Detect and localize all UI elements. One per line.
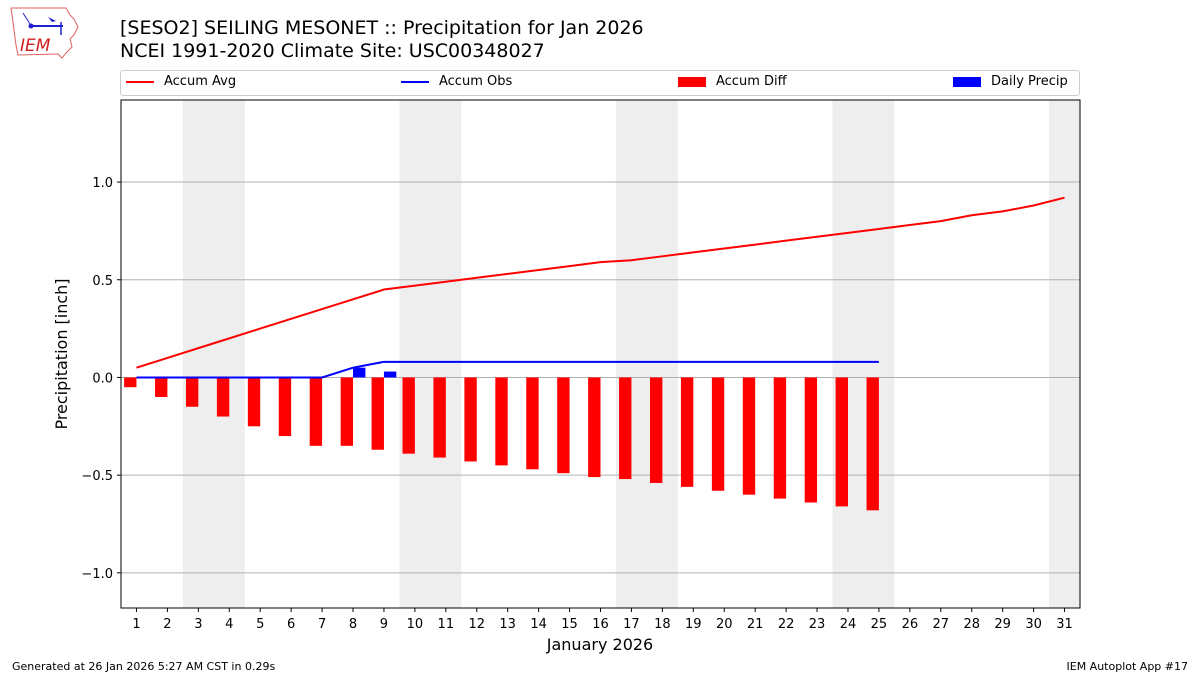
x-tick-label: 5 [256, 617, 264, 632]
x-tick-label: 19 [685, 617, 702, 632]
accum-diff-bar [588, 377, 601, 478]
x-tick-label: 26 [902, 617, 919, 632]
accum-diff-bar [742, 377, 756, 495]
accum-diff-bar [185, 377, 199, 407]
accum-diff-bar [124, 377, 137, 388]
y-tick-label: 0.0 [92, 371, 113, 386]
accum-diff-bar [557, 377, 570, 474]
plot-frame [120, 99, 1081, 609]
legend-label: Accum Avg [164, 74, 237, 89]
x-tick-label: 24 [840, 617, 857, 632]
legend-label: Accum Obs [439, 74, 513, 89]
x-tick-label: 4 [225, 617, 233, 632]
y-tick-label: 1.0 [92, 176, 113, 191]
weekend-shading [430, 100, 462, 608]
accum-diff-bar [309, 377, 323, 446]
daily-precip-bar [353, 367, 366, 378]
x-tick-label: 7 [318, 617, 326, 632]
weekend-shading [182, 100, 214, 608]
y-tick-label: −0.5 [81, 469, 113, 484]
x-tick-label: 17 [623, 617, 640, 632]
accum-obs-line [136, 360, 879, 379]
accum-diff-bar [495, 377, 508, 466]
x-tick-label: 9 [380, 617, 388, 632]
accum-diff-bar [216, 377, 230, 417]
legend-swatch [401, 80, 429, 83]
legend-swatch [126, 80, 154, 83]
weekend-shading [832, 100, 864, 608]
x-tick-label: 21 [747, 617, 764, 632]
x-tick-label: 1 [132, 617, 140, 632]
x-tick-label: 15 [561, 617, 578, 632]
accum-diff-bar [773, 377, 787, 499]
x-tick-label: 14 [530, 617, 547, 632]
accum-diff-bar [649, 377, 663, 483]
x-tick-label: 11 [438, 617, 455, 632]
accum-diff-bar [278, 377, 292, 437]
accum-diff-bar [711, 377, 725, 491]
accum-diff-bar [680, 377, 694, 487]
accum-diff-bar [371, 377, 384, 450]
y-tick-label: −1.0 [81, 567, 113, 582]
accum-diff-bar [247, 377, 261, 427]
accum-diff-bar [835, 377, 848, 507]
accum-diff-bar [866, 377, 879, 511]
accum-diff-bar [155, 377, 168, 397]
legend-item-accum-avg: Accum Avg [126, 74, 236, 89]
chart-subtitle: NCEI 1991-2020 Climate Site: USC00348027 [120, 40, 545, 62]
x-tick-label: 27 [933, 617, 950, 632]
accum-diff-bar [464, 377, 477, 462]
accum-diff-bar [402, 377, 415, 454]
x-tick-label: 8 [349, 617, 357, 632]
generated-note: Generated at 26 Jan 2026 5:27 AM CST in … [12, 660, 276, 673]
x-tick-label: 16 [592, 617, 609, 632]
x-tick-label: 28 [963, 617, 980, 632]
x-tick-label: 18 [654, 617, 671, 632]
weekend-shading [646, 100, 678, 608]
x-tick-label: 12 [468, 617, 485, 632]
x-tick-label: 22 [778, 617, 795, 632]
x-tick-label: 29 [994, 617, 1011, 632]
legend-item-accum-obs: Accum Obs [401, 74, 512, 89]
x-tick-label: 10 [407, 617, 424, 632]
accum-diff-bar [433, 377, 446, 458]
weekend-shading [863, 100, 895, 608]
weekend-shading [399, 100, 431, 608]
app-note: IEM Autoplot App #17 [1066, 660, 1189, 673]
weekend-shading [1049, 100, 1080, 608]
legend-item-daily-precip: Daily Precip [953, 74, 1068, 89]
legend-swatch [678, 76, 706, 87]
weekend-shading [213, 100, 245, 608]
legend-item-accum-diff: Accum Diff [678, 74, 787, 89]
legend-label: Daily Precip [991, 74, 1068, 89]
y-tick-label: 0.5 [92, 274, 113, 289]
daily-precip-bar [383, 371, 397, 378]
legend-swatch [953, 76, 981, 87]
x-tick-label: 2 [163, 617, 171, 632]
x-tick-label: 30 [1025, 617, 1042, 632]
accum-diff-bar [619, 377, 632, 480]
accum-diff-bar [340, 377, 354, 446]
chart-title: [SESO2] SEILING MESONET :: Precipitation… [120, 17, 644, 39]
logo-text: IEM [20, 36, 51, 56]
x-tick-label: 13 [499, 617, 516, 632]
legend: Accum Avg Accum Obs Accum Diff Daily Pre… [120, 70, 1080, 96]
accum-avg-line [136, 196, 1065, 369]
x-tick-label: 3 [194, 617, 202, 632]
x-tick-label: 31 [1056, 617, 1073, 632]
x-tick-label: 20 [716, 617, 733, 632]
accum-diff-bar [526, 377, 539, 470]
x-tick-label: 23 [809, 617, 826, 632]
accum-diff-bar [804, 377, 818, 503]
legend-label: Accum Diff [716, 74, 787, 89]
iem-logo: IEM [8, 5, 80, 59]
y-axis-label: Precipitation [inch] [52, 278, 71, 429]
x-tick-label: 25 [871, 617, 888, 632]
weekend-shading [615, 100, 647, 608]
x-tick-label: 6 [287, 617, 295, 632]
x-axis-label: January 2026 [546, 635, 653, 654]
